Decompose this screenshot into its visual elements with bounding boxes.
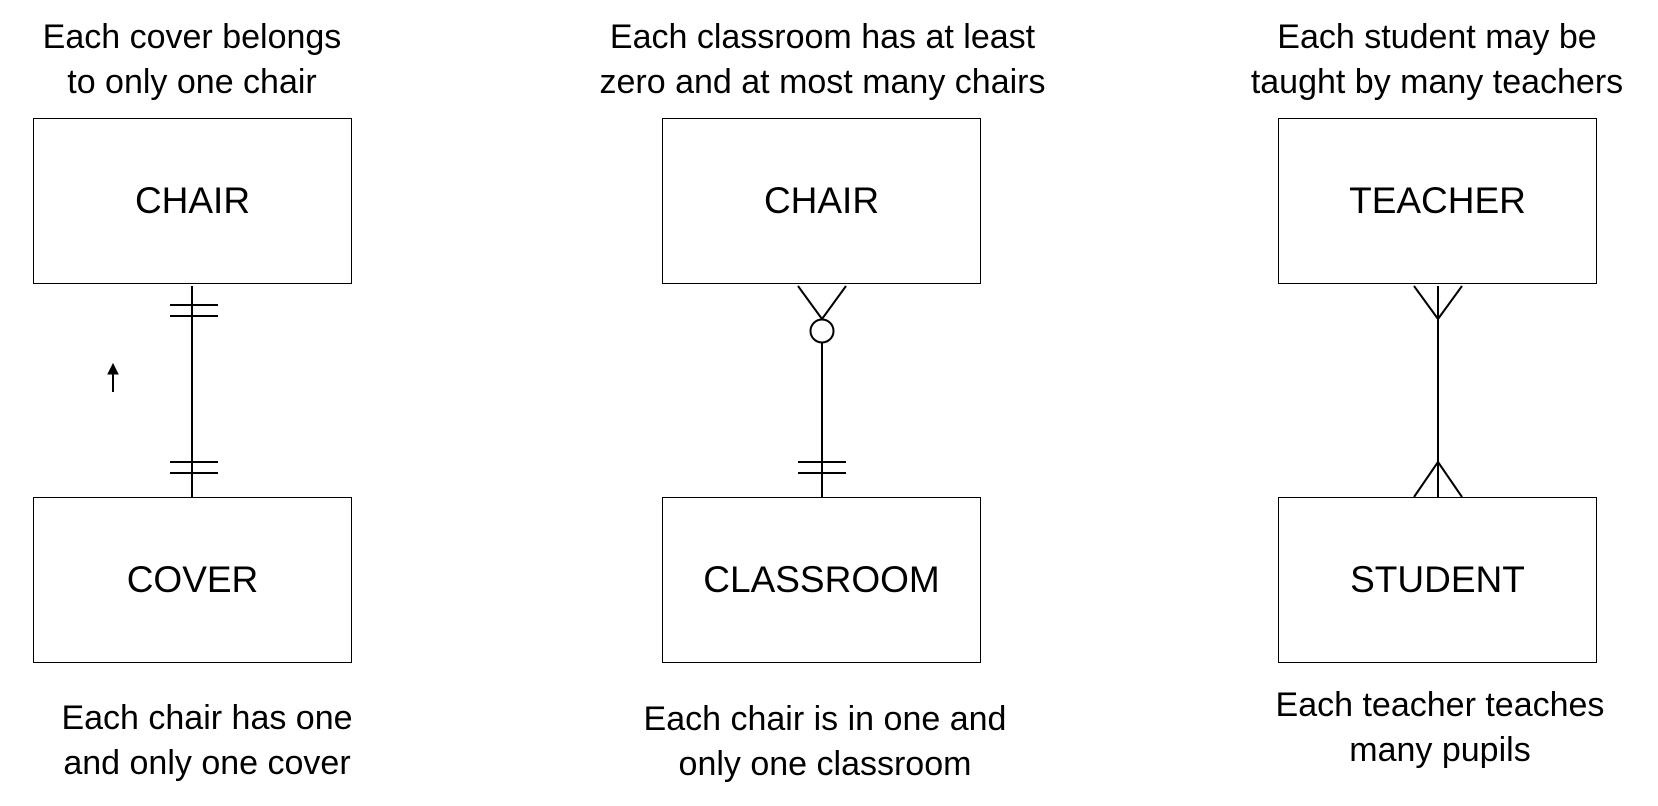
- caption-line: Each teacher teaches: [1275, 686, 1605, 724]
- caption-line: zero and at most many chairs: [599, 63, 1046, 101]
- caption-bottom-1: Each chair has one and only one cover: [17, 696, 397, 786]
- caption-line: only one classroom: [678, 745, 972, 783]
- caption-line: Each classroom has at least: [609, 18, 1036, 56]
- relationship-line-teacher-student: [1413, 285, 1463, 498]
- entity-label: CHAIR: [763, 180, 880, 221]
- entity-label: CLASSROOM: [703, 559, 940, 600]
- caption-line: to only one chair: [67, 63, 317, 101]
- caption-line: Each chair is in one and: [643, 700, 1007, 738]
- caption-line: many pupils: [1349, 731, 1531, 769]
- caption-top-2: Each classroom has at least zero and at …: [560, 15, 1085, 105]
- caption-line: and only one cover: [63, 744, 351, 782]
- up-arrow-icon: [107, 362, 119, 392]
- entity-teacher[interactable]: TEACHER: [1278, 118, 1597, 284]
- entity-cover[interactable]: COVER: [33, 497, 352, 663]
- relationship-line-chair-classroom: [797, 285, 847, 497]
- entity-label: TEACHER: [1349, 180, 1526, 221]
- caption-top-3: Each student may be taught by many teach…: [1222, 15, 1652, 105]
- entity-classroom[interactable]: CLASSROOM: [662, 497, 981, 663]
- entity-label: STUDENT: [1350, 559, 1525, 600]
- caption-line: Each cover belongs: [42, 18, 342, 56]
- entity-chair[interactable]: CHAIR: [33, 118, 352, 284]
- entity-label: CHAIR: [134, 180, 251, 221]
- caption-line: taught by many teachers: [1250, 63, 1624, 101]
- entity-student[interactable]: STUDENT: [1278, 497, 1597, 663]
- caption-bottom-3: Each teacher teaches many pupils: [1240, 683, 1640, 773]
- caption-line: Each chair has one: [61, 699, 353, 737]
- caption-top-1: Each cover belongs to only one chair: [17, 15, 367, 105]
- entity-label: COVER: [126, 559, 259, 600]
- caption-line: Each student may be: [1277, 18, 1597, 56]
- caption-bottom-2: Each chair is in one and only one classr…: [605, 697, 1045, 787]
- relationship-line-chair-cover: [170, 286, 218, 497]
- entity-chair[interactable]: CHAIR: [662, 118, 981, 284]
